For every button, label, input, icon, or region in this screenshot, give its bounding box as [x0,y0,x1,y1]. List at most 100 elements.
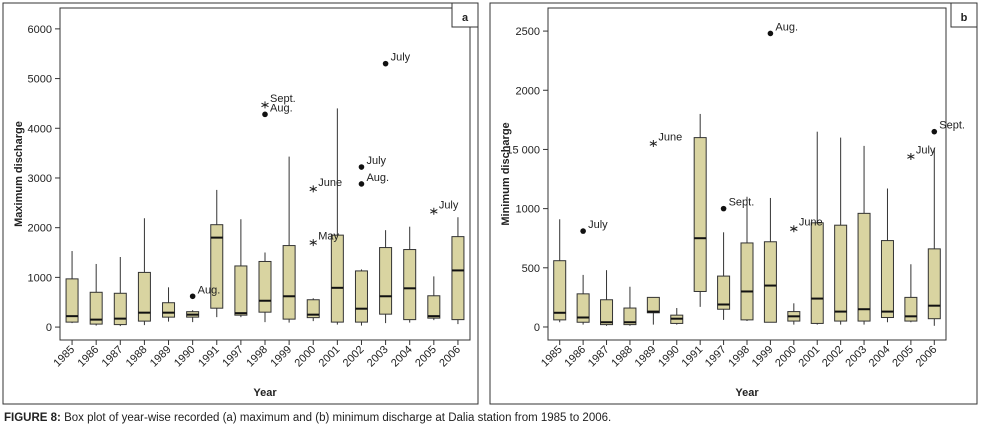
x-tick-label: 2000 [773,344,799,370]
x-tick-label: 2001 [797,344,823,370]
x-tick-label: 1985 [51,344,77,370]
box [763,241,777,323]
y-tick-label: 0 [534,322,540,334]
box [379,247,393,315]
y-axis-title: Minimum discharge [500,122,512,225]
outlier-label: June [318,177,342,189]
outlier-label: July [366,155,386,167]
x-tick-label: 2003 [365,344,391,370]
outlier-label: Aug. [270,102,293,114]
x-tick-label: 1997 [220,344,246,370]
caption: FIGURE 8: Box plot of year-wise recorded… [4,412,611,424]
box [880,240,894,319]
box [646,296,660,314]
outlier-star [649,140,658,148]
box [65,278,79,323]
x-tick-label: 1988 [124,344,150,370]
outlier-star [790,225,798,233]
x-tick-label: 1990 [172,344,198,370]
outlier-label: July [588,219,608,231]
y-tick-label: 1000 [516,204,540,216]
y-tick-label: 2000 [516,85,540,97]
box [282,245,296,320]
box [553,260,567,321]
outlier-dot [382,60,389,67]
box [576,293,590,323]
x-tick-label: 1986 [562,344,588,370]
x-tick-label: 1987 [100,344,126,370]
y-tick-label: 5000 [28,74,52,86]
outlier-star [309,185,317,193]
x-tick-label: 1986 [75,344,101,370]
outlier-star [430,207,438,215]
x-tick-label: 2002 [341,344,367,370]
box [354,270,368,323]
box [258,260,272,313]
x-tick-label: 2006 [437,344,463,370]
outlier-dot [358,181,365,187]
y-tick-label: 4000 [28,123,52,135]
panel-label: a [462,12,469,24]
box [600,299,614,326]
outlier-star [907,153,915,161]
box [927,248,941,320]
box [810,222,824,324]
panel-label: b [961,12,968,24]
x-tick-label: 2001 [317,344,343,370]
box [904,296,918,322]
caption-label: FIGURE 8: [4,412,61,424]
outlier-label: June [799,217,823,229]
outlier-star [261,101,269,109]
outlier-label: Aug. [366,172,389,184]
box [717,275,731,310]
outlier-dot [580,228,586,234]
outlier-label: May [318,231,339,243]
box [623,307,637,326]
outlier-dot [262,111,268,118]
outlier-label: July [916,145,936,157]
outlier-label: Sept. [939,120,965,132]
outlier-label: Aug. [775,21,798,33]
y-axis-title: Maximum discharge [13,121,25,227]
x-tick-label: 1997 [703,344,729,370]
box [113,292,127,326]
panel-label-box [950,2,978,28]
box [693,137,707,292]
x-tick-label: 2004 [867,344,893,370]
x-tick-label: 1990 [656,344,682,370]
outlier-label: Sept. [729,197,755,209]
outlier-star [309,239,317,247]
panel-frame [2,2,479,405]
box [451,236,465,321]
x-tick-label: 1999 [268,344,294,370]
box [740,242,754,321]
x-tick-label: 2005 [413,344,439,370]
y-tick-label: 500 [522,263,540,275]
x-tick-label: 1991 [679,344,705,370]
outlier-label: July [391,52,411,64]
y-tick-label: 0 [46,322,52,334]
y-tick-label: 15 000 [506,144,540,156]
box [210,224,224,309]
outlier-dot [720,205,727,212]
x-tick-label: 1998 [244,344,270,370]
panel-label-box [451,2,479,28]
y-tick-label: 2000 [28,223,52,235]
panel-frame [489,2,978,405]
outlier-dot [189,293,196,300]
box [89,291,103,325]
box [306,299,320,319]
x-tick-label: 1987 [586,344,612,370]
x-tick-label: 1985 [539,344,565,370]
box [137,271,151,322]
y-tick-label: 3000 [28,173,52,185]
x-tick-label: 2002 [820,344,846,370]
x-tick-label: 1998 [726,344,752,370]
x-tick-label: 2004 [389,344,415,370]
x-tick-label: 1989 [633,344,659,370]
outlier-dot [931,128,938,135]
box [834,224,848,322]
x-axis-title: Year [735,387,759,399]
outlier-dot [767,30,774,37]
